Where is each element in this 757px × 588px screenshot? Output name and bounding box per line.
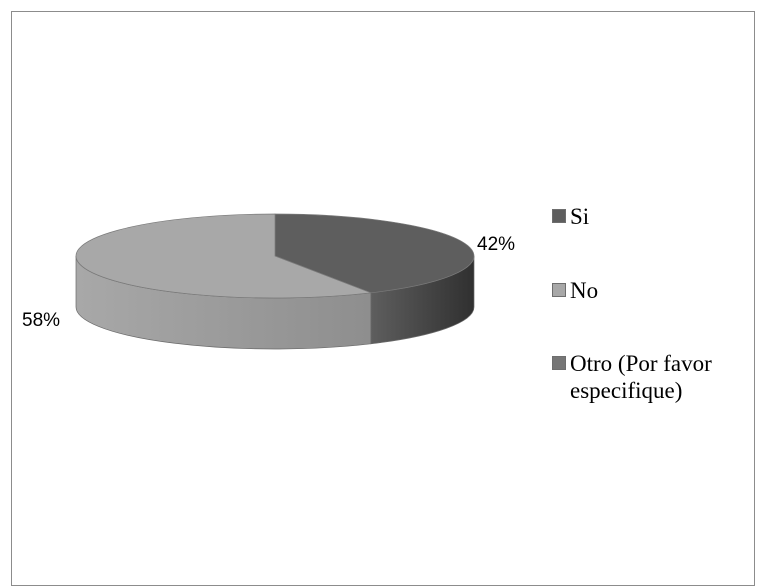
legend-label-otro: Otro (Por favor especifique) bbox=[570, 351, 712, 403]
pie-slice-no bbox=[75, 213, 371, 299]
legend-swatch-si bbox=[552, 209, 566, 223]
pie-slice-si bbox=[274, 213, 475, 294]
data-label-si: 42% bbox=[477, 234, 516, 255]
data-label-no: 58% bbox=[22, 310, 61, 331]
legend-swatch-no bbox=[552, 283, 566, 297]
legend-swatch-otro bbox=[552, 356, 566, 370]
legend-label-no: No bbox=[570, 278, 599, 303]
legend-label-si: Si bbox=[570, 204, 590, 229]
